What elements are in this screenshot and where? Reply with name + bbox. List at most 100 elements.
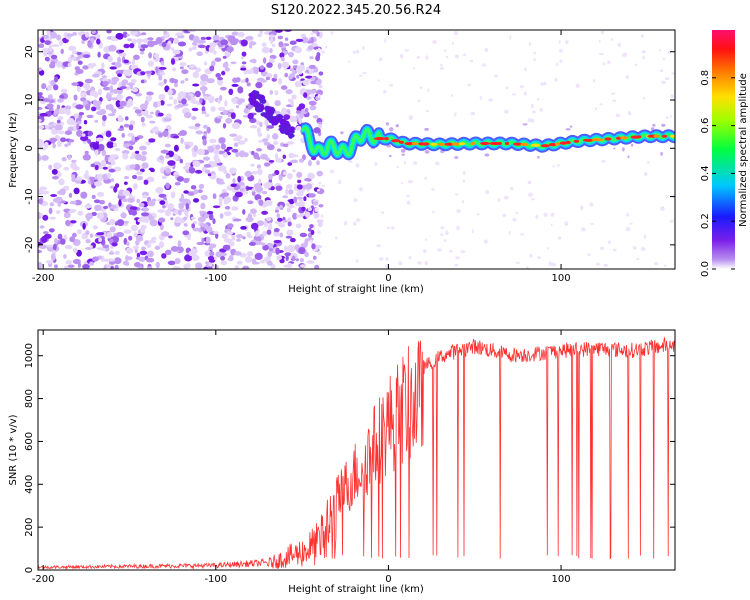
- noise-speckle: [133, 164, 141, 171]
- noise-speckle: [99, 97, 103, 102]
- noise-speckle: [201, 237, 205, 243]
- noise-speckle: [471, 229, 474, 234]
- noise-speckle: [197, 216, 206, 223]
- noise-speckle: [529, 253, 533, 258]
- ridge-hotspot: [565, 140, 571, 145]
- noise-speckle: [96, 232, 105, 236]
- ridge-hotspot: [653, 134, 660, 138]
- noise-speckle: [439, 67, 445, 70]
- noise-speckle: [117, 116, 124, 122]
- noise-speckle: [352, 50, 356, 55]
- noise-speckle: [131, 38, 137, 45]
- noise-speckle: [49, 216, 56, 220]
- noise-speckle: [59, 40, 64, 46]
- y-tick-label: 0: [24, 145, 35, 151]
- noise-speckle: [183, 223, 188, 227]
- noise-speckle: [126, 33, 130, 37]
- noise-speckle: [325, 45, 328, 49]
- noise-speckle: [633, 245, 637, 250]
- noise-speckle: [608, 240, 611, 245]
- noise-speckle: [115, 100, 121, 108]
- noise-speckle: [276, 255, 283, 260]
- noise-speckle: [261, 242, 266, 247]
- noise-speckle: [386, 144, 392, 148]
- noise-speckle: [91, 30, 96, 34]
- noise-speckle: [266, 62, 273, 68]
- noise-speckle: [158, 217, 166, 223]
- noise-speckle: [229, 133, 238, 137]
- noise-speckle: [69, 139, 75, 143]
- noise-speckle: [80, 92, 88, 98]
- noise-speckle: [77, 60, 83, 65]
- noise-speckle: [107, 161, 112, 165]
- noise-speckle: [246, 231, 251, 238]
- noise-speckle: [227, 35, 236, 43]
- noise-speckle: [288, 51, 294, 58]
- noise-speckle: [141, 122, 146, 127]
- noise-speckle: [259, 65, 265, 70]
- noise-speckle: [219, 213, 224, 219]
- noise-speckle: [208, 261, 213, 267]
- noise-speckle: [66, 33, 74, 37]
- noise-speckle: [123, 43, 130, 49]
- spectrogram-frame: [37, 29, 676, 270]
- noise-speckle: [139, 103, 148, 110]
- noise-speckle: [230, 112, 236, 120]
- x-tick-label: 100: [552, 574, 571, 585]
- noise-speckle: [318, 47, 321, 51]
- noise-speckle: [289, 198, 295, 205]
- x-tick-label: 0: [385, 273, 391, 284]
- noise-speckle: [520, 233, 525, 236]
- noise-speckle: [247, 112, 254, 120]
- noise-speckle: [48, 126, 53, 130]
- noise-speckle: [412, 67, 415, 70]
- noise-speckle: [515, 211, 519, 214]
- noise-speckle: [310, 93, 316, 98]
- noise-speckle: [96, 173, 105, 181]
- noise-speckle: [294, 46, 302, 54]
- noise-speckle: [297, 201, 305, 208]
- noise-speckle: [204, 250, 212, 257]
- noise-speckle: [281, 61, 290, 69]
- noise-speckle: [222, 109, 229, 115]
- noise-speckle: [38, 69, 45, 76]
- noise-speckle: [290, 154, 299, 158]
- ridge-hotspot: [451, 142, 460, 146]
- noise-speckle: [187, 191, 195, 196]
- noise-speckle: [308, 89, 317, 94]
- noise-speckle: [144, 216, 150, 224]
- noise-speckle: [86, 114, 94, 119]
- noise-speckle: [73, 94, 78, 101]
- noise-speckle: [41, 83, 47, 90]
- noise-speckle: [111, 76, 120, 82]
- colorbar-tick-label: 0.2: [700, 213, 711, 229]
- noise-speckle: [84, 31, 90, 38]
- noise-speckle: [594, 107, 597, 111]
- noise-speckle: [194, 90, 201, 98]
- noise-speckle: [207, 146, 215, 153]
- noise-speckle: [274, 209, 279, 213]
- noise-speckle: [282, 195, 289, 199]
- noise-speckle: [565, 40, 569, 45]
- noise-speckle: [195, 67, 202, 73]
- noise-speckle: [84, 150, 89, 155]
- noise-speckle: [271, 173, 276, 177]
- noise-speckle: [191, 100, 200, 104]
- noise-speckle: [343, 221, 348, 226]
- noise-speckle: [90, 177, 94, 185]
- noise-speckle: [102, 166, 108, 170]
- noise-speckle: [512, 217, 517, 222]
- noise-speckle: [179, 66, 184, 70]
- noise-speckle: [268, 58, 275, 64]
- noise-speckle: [218, 137, 226, 144]
- noise-speckle: [176, 104, 184, 108]
- noise-speckle: [74, 180, 82, 184]
- noise-speckle: [196, 148, 205, 156]
- noise-speckle: [85, 230, 90, 235]
- noise-speckle: [57, 140, 62, 147]
- noise-speckle: [308, 100, 317, 106]
- noise-speckle: [664, 77, 670, 81]
- noise-speckle: [221, 192, 230, 197]
- noise-speckle: [250, 125, 258, 129]
- noise-speckle: [419, 86, 423, 89]
